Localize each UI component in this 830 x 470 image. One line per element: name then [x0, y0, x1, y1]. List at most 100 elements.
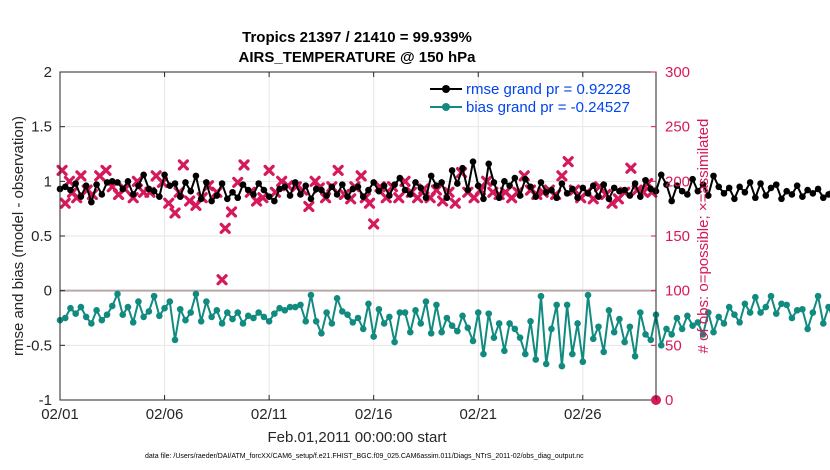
y-right-tick-label: 100 [665, 283, 690, 300]
rmse-point [605, 195, 613, 203]
rmse-point [668, 197, 675, 205]
bias-point [595, 323, 602, 331]
rmse-point [699, 181, 707, 188]
rmse-point [307, 195, 315, 203]
rmse-point [391, 181, 398, 188]
bias-point [772, 310, 780, 317]
rmse-point [291, 179, 299, 186]
rmse-point [161, 171, 168, 179]
rmse-point [443, 194, 451, 202]
rmse-point [558, 180, 566, 187]
bias-point [569, 350, 576, 358]
bias-point [480, 350, 487, 358]
rmse-point [537, 179, 545, 186]
rmse-point [213, 192, 221, 199]
bias-point [506, 320, 513, 327]
bias-point [77, 303, 85, 311]
rmse-point [412, 179, 419, 186]
rmse-point [637, 193, 644, 200]
bias-point [663, 325, 670, 333]
assimilated-obs-marker [332, 164, 344, 176]
rmse-point [731, 195, 738, 203]
assimilated-obs-marker [257, 192, 269, 204]
rmse-point [323, 192, 330, 199]
bias-point [495, 320, 503, 327]
bias-point [637, 309, 644, 316]
rmse-point [281, 183, 289, 191]
assimilated-obs-marker [363, 197, 376, 209]
rmse-point [809, 190, 817, 197]
bias-point [370, 333, 377, 340]
bias-point [731, 311, 738, 319]
rmse-point [448, 167, 456, 174]
bias-point [720, 320, 728, 327]
bias-point [213, 307, 221, 314]
assimilated-obs-marker [412, 192, 424, 204]
assimilated-obs-marker [562, 156, 574, 168]
rmse-point [260, 186, 268, 194]
rmse-point [657, 171, 665, 179]
bias-point [124, 303, 132, 311]
assimilated-obs-marker [75, 170, 87, 182]
rmse-point [563, 190, 571, 197]
bias-point [140, 313, 147, 321]
rmse-point [464, 186, 472, 194]
rmse-point [799, 193, 806, 200]
rmse-point [250, 191, 257, 198]
rmse-point [88, 198, 95, 206]
rmse-point [417, 184, 425, 192]
rmse-point [788, 191, 796, 198]
rmse-point [93, 181, 100, 188]
bias-point [657, 342, 665, 349]
rmse-point [286, 192, 294, 199]
x-tick-label: 02/16 [355, 406, 393, 423]
rmse-point [297, 191, 304, 198]
rmse-point [108, 178, 116, 185]
rmse-point [783, 187, 791, 195]
rmse-point [255, 180, 262, 187]
bias-point [98, 316, 106, 324]
bias-point [365, 300, 372, 308]
rmse-point [579, 184, 587, 192]
rmse-point [589, 182, 597, 190]
x-axis-label: Feb.01,2011 00:00:00 start [267, 429, 447, 446]
bias-point [814, 292, 822, 300]
bias-point [668, 331, 675, 338]
bias-point [767, 292, 775, 300]
bias-point [684, 312, 691, 320]
rmse-point [678, 187, 686, 195]
bias-point [736, 319, 743, 326]
rmse-point [61, 183, 69, 191]
bias-point [108, 302, 116, 310]
rmse-point [595, 193, 602, 200]
rmse-point [344, 193, 351, 200]
bias-point [61, 314, 69, 322]
rmse-point [673, 182, 681, 190]
bias-point [501, 347, 508, 355]
bias-point [72, 310, 79, 317]
rmse-point [454, 180, 461, 187]
assimilated-obs-marker [355, 170, 367, 182]
rmse-point [804, 186, 811, 194]
bias-point [119, 311, 127, 319]
series-layer [56, 156, 830, 405]
bias-point [422, 298, 430, 305]
bias-point [161, 304, 168, 312]
x-tick-label: 02/21 [459, 406, 497, 423]
bias-point [516, 334, 524, 341]
bias-point [631, 352, 639, 360]
assimilated-obs-marker [100, 164, 112, 176]
bias-point [427, 330, 435, 337]
rmse-point [208, 197, 215, 205]
rmse-point [574, 194, 581, 202]
rmse-point [427, 172, 435, 180]
rmse-point [772, 181, 780, 188]
bias-point [527, 317, 534, 325]
bias-point [192, 290, 200, 298]
bias-point [417, 320, 425, 327]
rmse-point [187, 187, 195, 195]
rmse-point [422, 194, 430, 202]
rmse-point [689, 175, 696, 183]
rmse-point [600, 181, 608, 188]
rmse-point [98, 191, 106, 198]
